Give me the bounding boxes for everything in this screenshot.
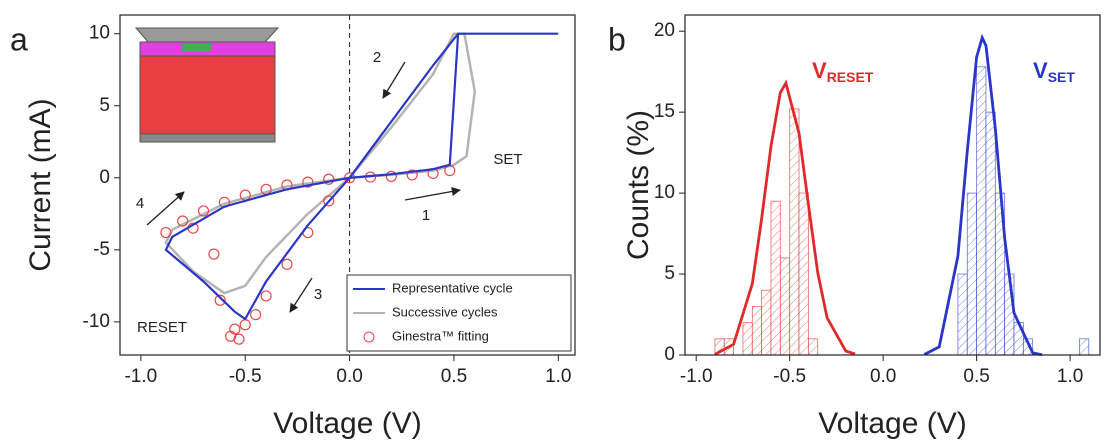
series-label-main: V (812, 58, 827, 83)
series-label-sub: RESET (827, 69, 874, 85)
annotation: SET (493, 151, 522, 168)
x-tick-label: -1.0 (124, 366, 157, 387)
data-point (208, 248, 220, 260)
data-point (406, 169, 418, 181)
histogram-bar (807, 338, 819, 356)
y-tick-label: 0 (99, 167, 110, 188)
inset-device (134, 27, 280, 143)
plot-frame (119, 14, 576, 356)
y-tick-label: 10 (89, 23, 110, 44)
annotation: 2 (373, 49, 381, 66)
data-point (160, 226, 172, 239)
series-label-sub: SET (1048, 69, 1076, 85)
histogram-bar (798, 192, 809, 356)
x-tick-label: 0.0 (336, 366, 362, 387)
data-point (233, 333, 245, 345)
annotation: 1 (422, 207, 430, 224)
histogram-bar (779, 257, 791, 356)
histogram-bar (985, 111, 996, 356)
histogram-bar (957, 273, 968, 356)
data-point (385, 170, 397, 182)
data-point (239, 319, 251, 331)
histogram-bar (976, 66, 987, 356)
y-tick-label: -5 (93, 239, 110, 260)
data-point (177, 215, 189, 227)
data-point (250, 309, 262, 321)
annotation: 3 (314, 286, 322, 303)
plot-area (714, 33, 1090, 357)
plot-frame (684, 14, 1101, 356)
panel-label: a (10, 21, 28, 57)
data-point (302, 176, 314, 188)
panel-label: b (608, 21, 626, 57)
histogram-bar (751, 306, 763, 356)
data-point (197, 205, 210, 217)
data-point (214, 294, 226, 306)
y-axis-label: Counts (%) (622, 110, 655, 260)
histogram-bar (1079, 338, 1090, 356)
data-line (164, 32, 559, 321)
series-label: VRESET (812, 58, 874, 85)
x-tick-label: 0.5 (441, 366, 467, 387)
legend-label: Representative cycle (392, 280, 513, 295)
histogram-bar (789, 108, 800, 356)
y-tick-label: 10 (654, 182, 675, 203)
x-tick-label: -0.5 (229, 366, 262, 387)
y-tick-label: 20 (654, 20, 675, 41)
y-tick-label: 5 (99, 95, 110, 116)
legend-label: Ginestra™ fitting (392, 328, 489, 343)
fit-curve (923, 33, 1043, 357)
y-axis-label: Current (mA) (24, 98, 57, 271)
fit-curve (714, 79, 856, 356)
x-tick-label: 1.0 (545, 366, 571, 387)
series-label: VSET (1033, 58, 1075, 85)
data-point (260, 290, 272, 302)
data-point (281, 258, 293, 270)
y-tick-label: 0 (664, 344, 675, 365)
x-tick-label: 0.0 (870, 366, 896, 387)
y-tick-label: 5 (664, 263, 675, 284)
x-tick-label: 0.5 (963, 366, 989, 387)
legend-label: Successive cycles (392, 304, 498, 319)
y-tick-label: -10 (83, 311, 110, 332)
data-point (323, 173, 335, 185)
histogram-bar (770, 200, 781, 356)
annotation: RESET (137, 319, 187, 336)
x-axis-label: Voltage (V) (273, 407, 421, 440)
x-tick-label: 1.0 (1057, 366, 1083, 387)
x-tick-label: -1.0 (680, 366, 713, 387)
x-axis-label: Voltage (V) (818, 407, 966, 440)
histogram-bar (966, 192, 978, 356)
x-tick-label: -0.5 (773, 366, 806, 387)
annotation: 4 (136, 195, 144, 212)
arrows (146, 61, 461, 313)
histogram-bar (742, 322, 753, 356)
series-label-main: V (1033, 58, 1048, 83)
legend-marker (363, 331, 375, 343)
y-tick-label: 15 (654, 101, 675, 122)
data-point (323, 195, 335, 207)
histogram-bar (761, 289, 772, 356)
